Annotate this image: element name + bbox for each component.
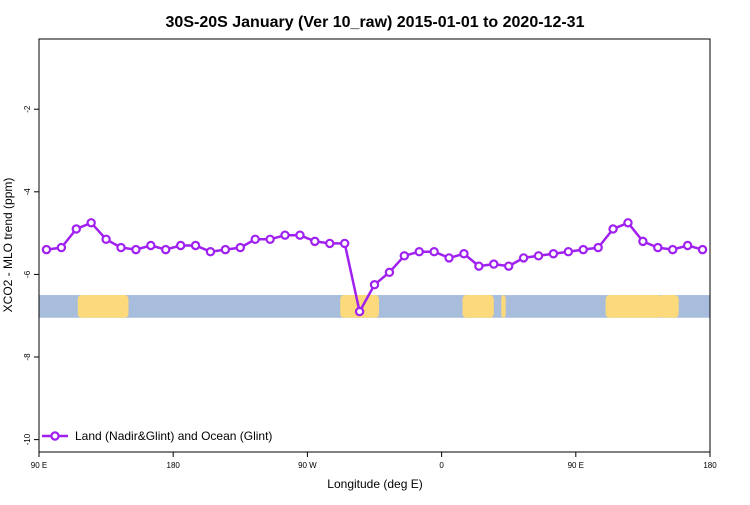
data-point (638, 236, 648, 247)
data-point (399, 251, 410, 261)
data-point (563, 246, 574, 257)
data-point (653, 242, 663, 253)
y-tick-label: -8 (23, 353, 32, 361)
data-point (250, 234, 260, 245)
data-point (325, 238, 335, 249)
x-tick-label: 180 (167, 461, 181, 470)
chart-title: 30S-20S January (Ver 10_raw) 2015-01-01 … (166, 14, 585, 31)
land-band-segment (605, 295, 663, 318)
data-point (354, 306, 365, 317)
data-point (414, 246, 424, 257)
data-point (533, 251, 544, 261)
y-tick-label: -10 (23, 433, 32, 445)
legend-marker-swatch (50, 431, 60, 441)
axes: 90 E 180 90 W 0 90 E 180 -2 -4 -6 -8 -10 (23, 105, 717, 470)
x-tick-label: 180 (703, 461, 717, 470)
data-point (339, 238, 350, 249)
y-tick-label: -4 (23, 188, 32, 196)
x-tick-label: 90 W (298, 461, 317, 470)
land-band-segment (462, 295, 494, 318)
land-band-segment (77, 295, 129, 318)
data-point (161, 244, 171, 255)
data-point (56, 242, 67, 253)
data-point (593, 242, 603, 253)
data-point (131, 244, 141, 255)
data-point (459, 249, 469, 259)
data-point (310, 236, 320, 247)
y-axis-label: XCO2 - MLO trend (ppm) (1, 178, 15, 313)
data-point (384, 267, 395, 278)
surface-type-band (39, 295, 710, 318)
data-point (265, 234, 275, 245)
plot-frame (38, 38, 711, 453)
land-band-segment (119, 295, 124, 318)
x-tick-label: 90 E (568, 461, 584, 470)
data-point (608, 224, 618, 234)
data-point (548, 249, 559, 259)
data-point (295, 230, 305, 240)
legend: Land (Nadir&Glint) and Ocean (Glint) (42, 429, 272, 443)
data-point (235, 242, 245, 253)
land-band-segment (659, 295, 679, 318)
data-point (444, 253, 454, 263)
land-band-segment (501, 295, 506, 318)
data-point (280, 230, 290, 240)
x-tick-label: 90 E (31, 461, 47, 470)
data-point (71, 224, 81, 234)
x-tick-label: 0 (439, 461, 444, 470)
data-point (146, 240, 156, 251)
legend-label: Land (Nadir&Glint) and Ocean (Glint) (75, 429, 272, 443)
data-point (220, 244, 231, 255)
data-point (175, 240, 186, 251)
data-point (518, 253, 529, 263)
data-point (101, 234, 111, 245)
data-point (205, 246, 216, 257)
y-tick-label: -2 (23, 105, 32, 113)
x-axis-label: Longitude (deg E) (327, 477, 422, 491)
data-point (668, 244, 678, 255)
series-layer (41, 218, 708, 317)
data-point (474, 261, 484, 271)
data-point (489, 259, 499, 269)
data-point (578, 244, 588, 255)
data-point (86, 218, 96, 228)
data-point (41, 244, 52, 255)
data-point (429, 246, 439, 257)
data-point (682, 240, 693, 251)
data-point (190, 240, 201, 251)
data-point (504, 261, 514, 271)
data-point (697, 244, 708, 255)
data-point (116, 242, 126, 253)
data-point (369, 280, 380, 290)
y-tick-label: -6 (23, 270, 32, 278)
data-point (623, 218, 633, 228)
